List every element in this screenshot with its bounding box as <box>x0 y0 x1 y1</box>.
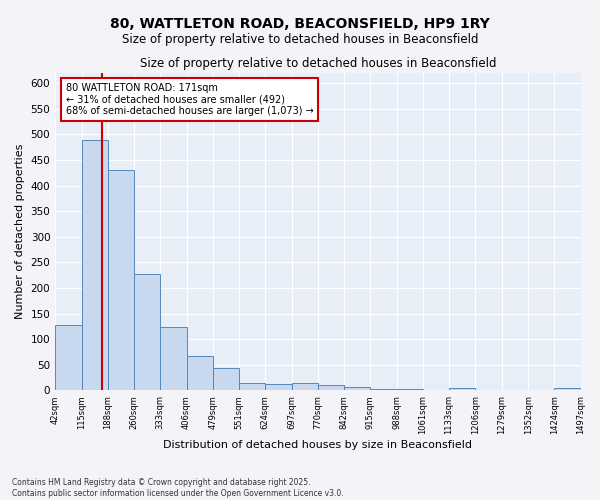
Bar <box>239 384 265 390</box>
Bar <box>554 388 581 390</box>
Bar <box>160 328 187 390</box>
Bar <box>187 356 213 390</box>
Bar <box>213 368 239 390</box>
Bar <box>82 140 108 390</box>
Text: 80 WATTLETON ROAD: 171sqm
← 31% of detached houses are smaller (492)
68% of semi: 80 WATTLETON ROAD: 171sqm ← 31% of detac… <box>65 82 313 116</box>
X-axis label: Distribution of detached houses by size in Beaconsfield: Distribution of detached houses by size … <box>163 440 472 450</box>
Text: 80, WATTLETON ROAD, BEACONSFIELD, HP9 1RY: 80, WATTLETON ROAD, BEACONSFIELD, HP9 1R… <box>110 18 490 32</box>
Bar <box>318 386 344 390</box>
Bar <box>134 274 160 390</box>
Text: Size of property relative to detached houses in Beaconsfield: Size of property relative to detached ho… <box>122 32 478 46</box>
Bar <box>292 383 318 390</box>
Text: Contains HM Land Registry data © Crown copyright and database right 2025.
Contai: Contains HM Land Registry data © Crown c… <box>12 478 344 498</box>
Bar <box>108 170 134 390</box>
Y-axis label: Number of detached properties: Number of detached properties <box>15 144 25 320</box>
Bar <box>344 387 370 390</box>
Title: Size of property relative to detached houses in Beaconsfield: Size of property relative to detached ho… <box>140 58 496 70</box>
Bar <box>55 325 82 390</box>
Bar <box>449 388 475 390</box>
Bar <box>265 384 292 390</box>
